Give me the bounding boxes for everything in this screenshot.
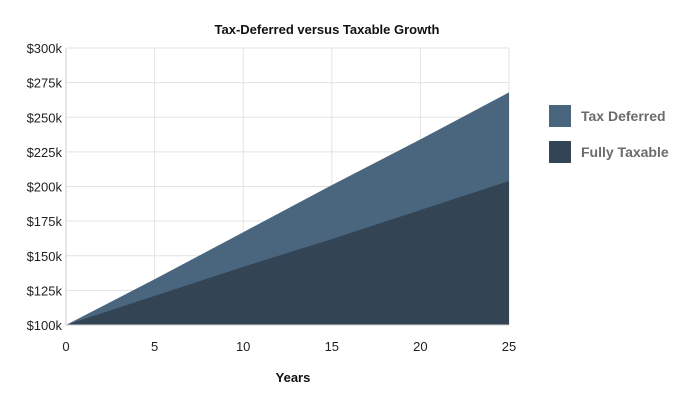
y-tick-label: $175k bbox=[27, 214, 63, 229]
y-tick-label: $150k bbox=[27, 249, 63, 264]
y-tick-label: $225k bbox=[27, 145, 63, 160]
y-tick-label: $250k bbox=[27, 110, 63, 125]
x-tick-label: 15 bbox=[325, 339, 339, 354]
series-area-fully-taxable bbox=[66, 180, 509, 325]
y-tick-label: $300k bbox=[27, 41, 63, 56]
legend-swatch bbox=[549, 105, 571, 127]
series-areas bbox=[66, 92, 509, 325]
y-tick-label: $125k bbox=[27, 283, 63, 298]
x-tick-label: 0 bbox=[62, 339, 69, 354]
x-tick-label: 20 bbox=[413, 339, 427, 354]
x-axis-label: Years bbox=[276, 370, 311, 385]
y-tick-label: $200k bbox=[27, 180, 63, 195]
x-tick-label: 10 bbox=[236, 339, 250, 354]
y-tick-label: $100k bbox=[27, 318, 63, 333]
legend: Tax Deferred Fully Taxable bbox=[549, 105, 669, 163]
legend-label: Tax Deferred bbox=[581, 108, 666, 124]
x-tick-label: 25 bbox=[502, 339, 516, 354]
y-tick-label: $275k bbox=[27, 76, 63, 91]
x-tick-label: 5 bbox=[151, 339, 158, 354]
legend-label: Fully Taxable bbox=[581, 144, 669, 160]
legend-swatch bbox=[549, 141, 571, 163]
chart-title: Tax-Deferred versus Taxable Growth bbox=[215, 22, 440, 37]
axes: $100k $125k $150k $175k $200k $225k $250k $275k… bbox=[27, 41, 517, 354]
